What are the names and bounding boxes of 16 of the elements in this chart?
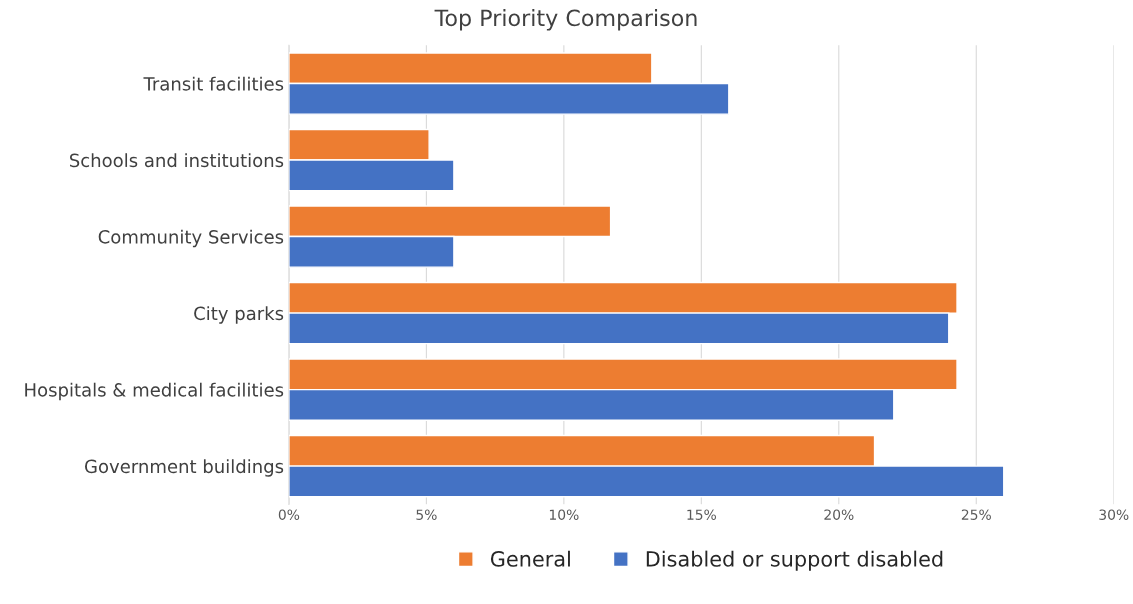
y-tick-label: Transit facilities [143, 76, 284, 91]
x-tick-label: 30% [1099, 509, 1129, 520]
y-tick-label: Community Services [98, 229, 284, 248]
y-tick-label: Government buildings [85, 459, 284, 477]
x-tick-label: 5% [416, 509, 437, 520]
legend-label: General [490, 550, 570, 567]
x-tick-label: 10% [549, 509, 579, 520]
y-tick-label: Hospitals & medical facilities [25, 382, 284, 401]
chart-title: Top Priority Comparison [434, 9, 697, 31]
x-tick-label: 25% [961, 509, 991, 520]
x-tick-label: 15% [687, 509, 716, 520]
x-tick-label: 0% [278, 509, 300, 520]
y-tick-label: City parks [194, 306, 284, 324]
y-tick-label: Schools and institutions [69, 153, 284, 168]
x-tick-label: 20% [824, 509, 854, 520]
legend-label: Disabled or support disabled [646, 550, 943, 571]
